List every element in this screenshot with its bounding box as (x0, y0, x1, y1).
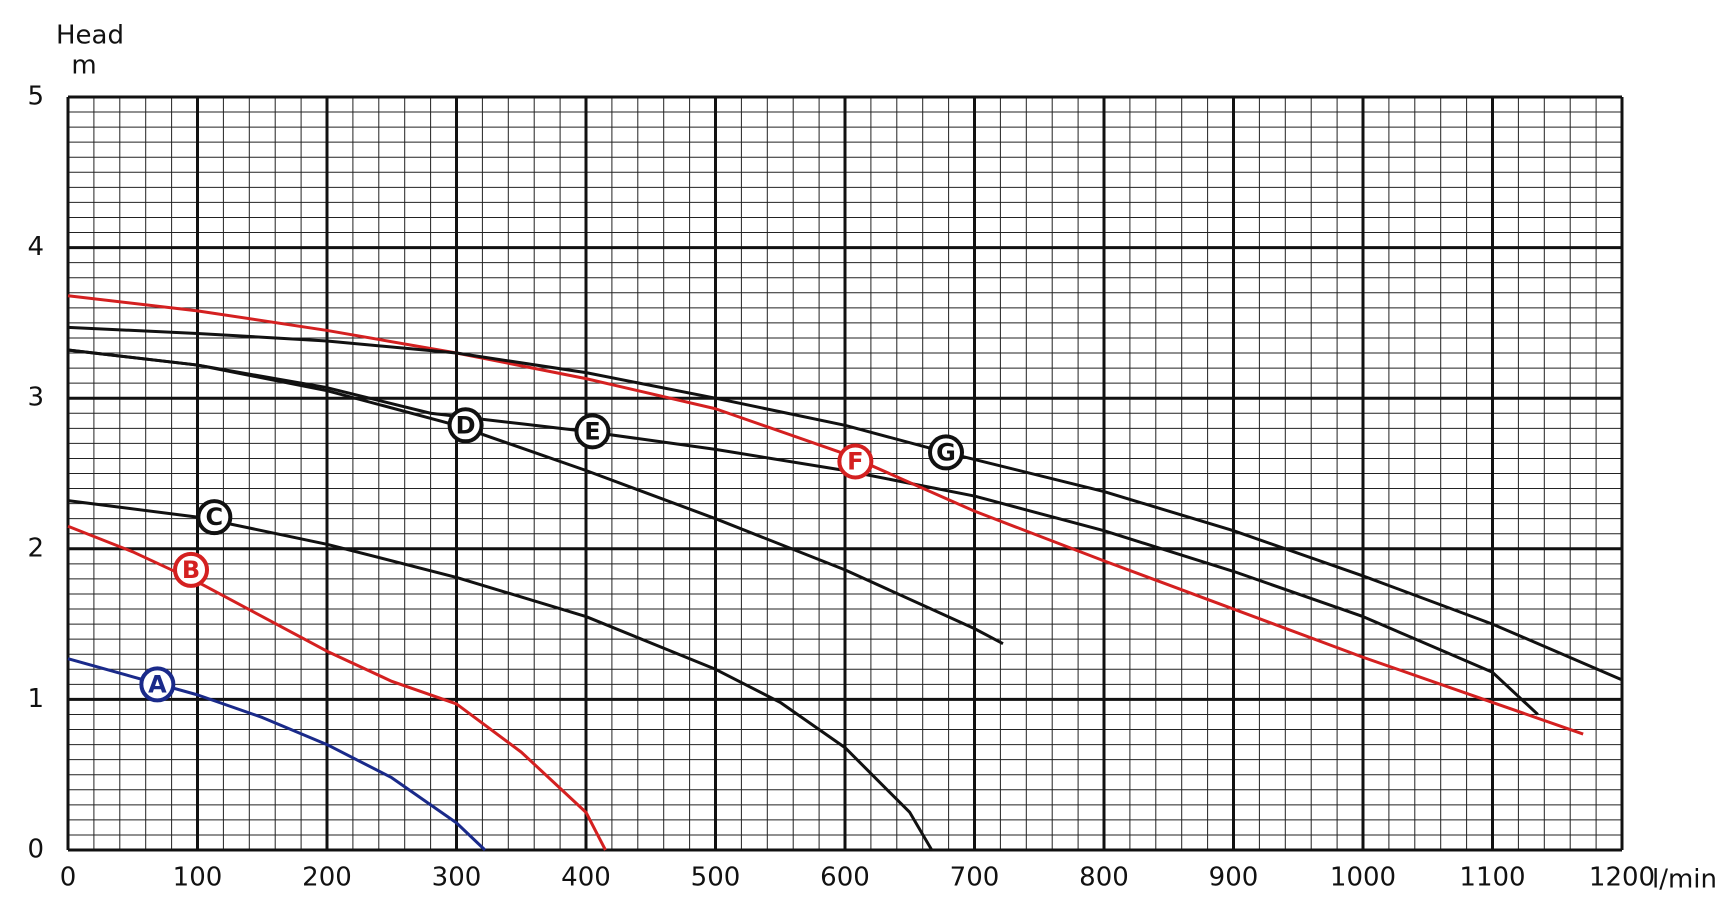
y-tick-label: 2 (27, 533, 44, 563)
curve-label: B (182, 556, 200, 584)
x-tick-label: 600 (820, 863, 870, 893)
x-axis-label: l/min (1652, 865, 1717, 895)
curve-label: A (148, 670, 167, 698)
y-tick-label: 4 (27, 232, 44, 262)
x-tick-label: 300 (432, 863, 482, 893)
x-tick-label: 700 (950, 863, 1000, 893)
curve-label-marker (837, 443, 874, 480)
curve-label: C (206, 503, 224, 531)
x-tick-label: 900 (1209, 863, 1259, 893)
x-tick-label: 1100 (1459, 863, 1525, 893)
curve-label-marker (574, 413, 611, 450)
y-axis-unit: m (71, 51, 96, 81)
x-tick-label: 100 (173, 863, 223, 893)
curve-label: G (936, 438, 956, 466)
y-tick-label: 3 (27, 383, 44, 413)
y-tick-label: 0 (27, 835, 44, 865)
x-tick-label: 1000 (1330, 863, 1396, 893)
curve (67, 348, 1004, 646)
curve (67, 524, 607, 851)
curve (67, 657, 487, 852)
curve (67, 499, 934, 851)
curve (67, 294, 1584, 736)
x-tick-label: 0 (60, 863, 77, 893)
y-tick-label: 5 (27, 82, 44, 112)
x-tick-label: 1200 (1589, 863, 1655, 893)
x-tick-label: 800 (1079, 863, 1129, 893)
curve-label-marker (928, 434, 965, 471)
curve-label: F (847, 447, 863, 475)
x-tick-label: 500 (691, 863, 741, 893)
x-tick-label: 400 (561, 863, 611, 893)
curve-label-marker (173, 551, 210, 588)
curve-label-marker (139, 666, 176, 703)
curve-label-marker (447, 407, 484, 444)
y-tick-label: 1 (27, 684, 44, 714)
curve (67, 325, 1623, 682)
x-tick-label: 200 (302, 863, 352, 893)
curve-label: E (584, 417, 600, 445)
curve-label-marker (196, 499, 233, 536)
curve-label: D (456, 411, 476, 439)
y-axis-label: Head (56, 21, 124, 51)
curve (67, 348, 1539, 716)
